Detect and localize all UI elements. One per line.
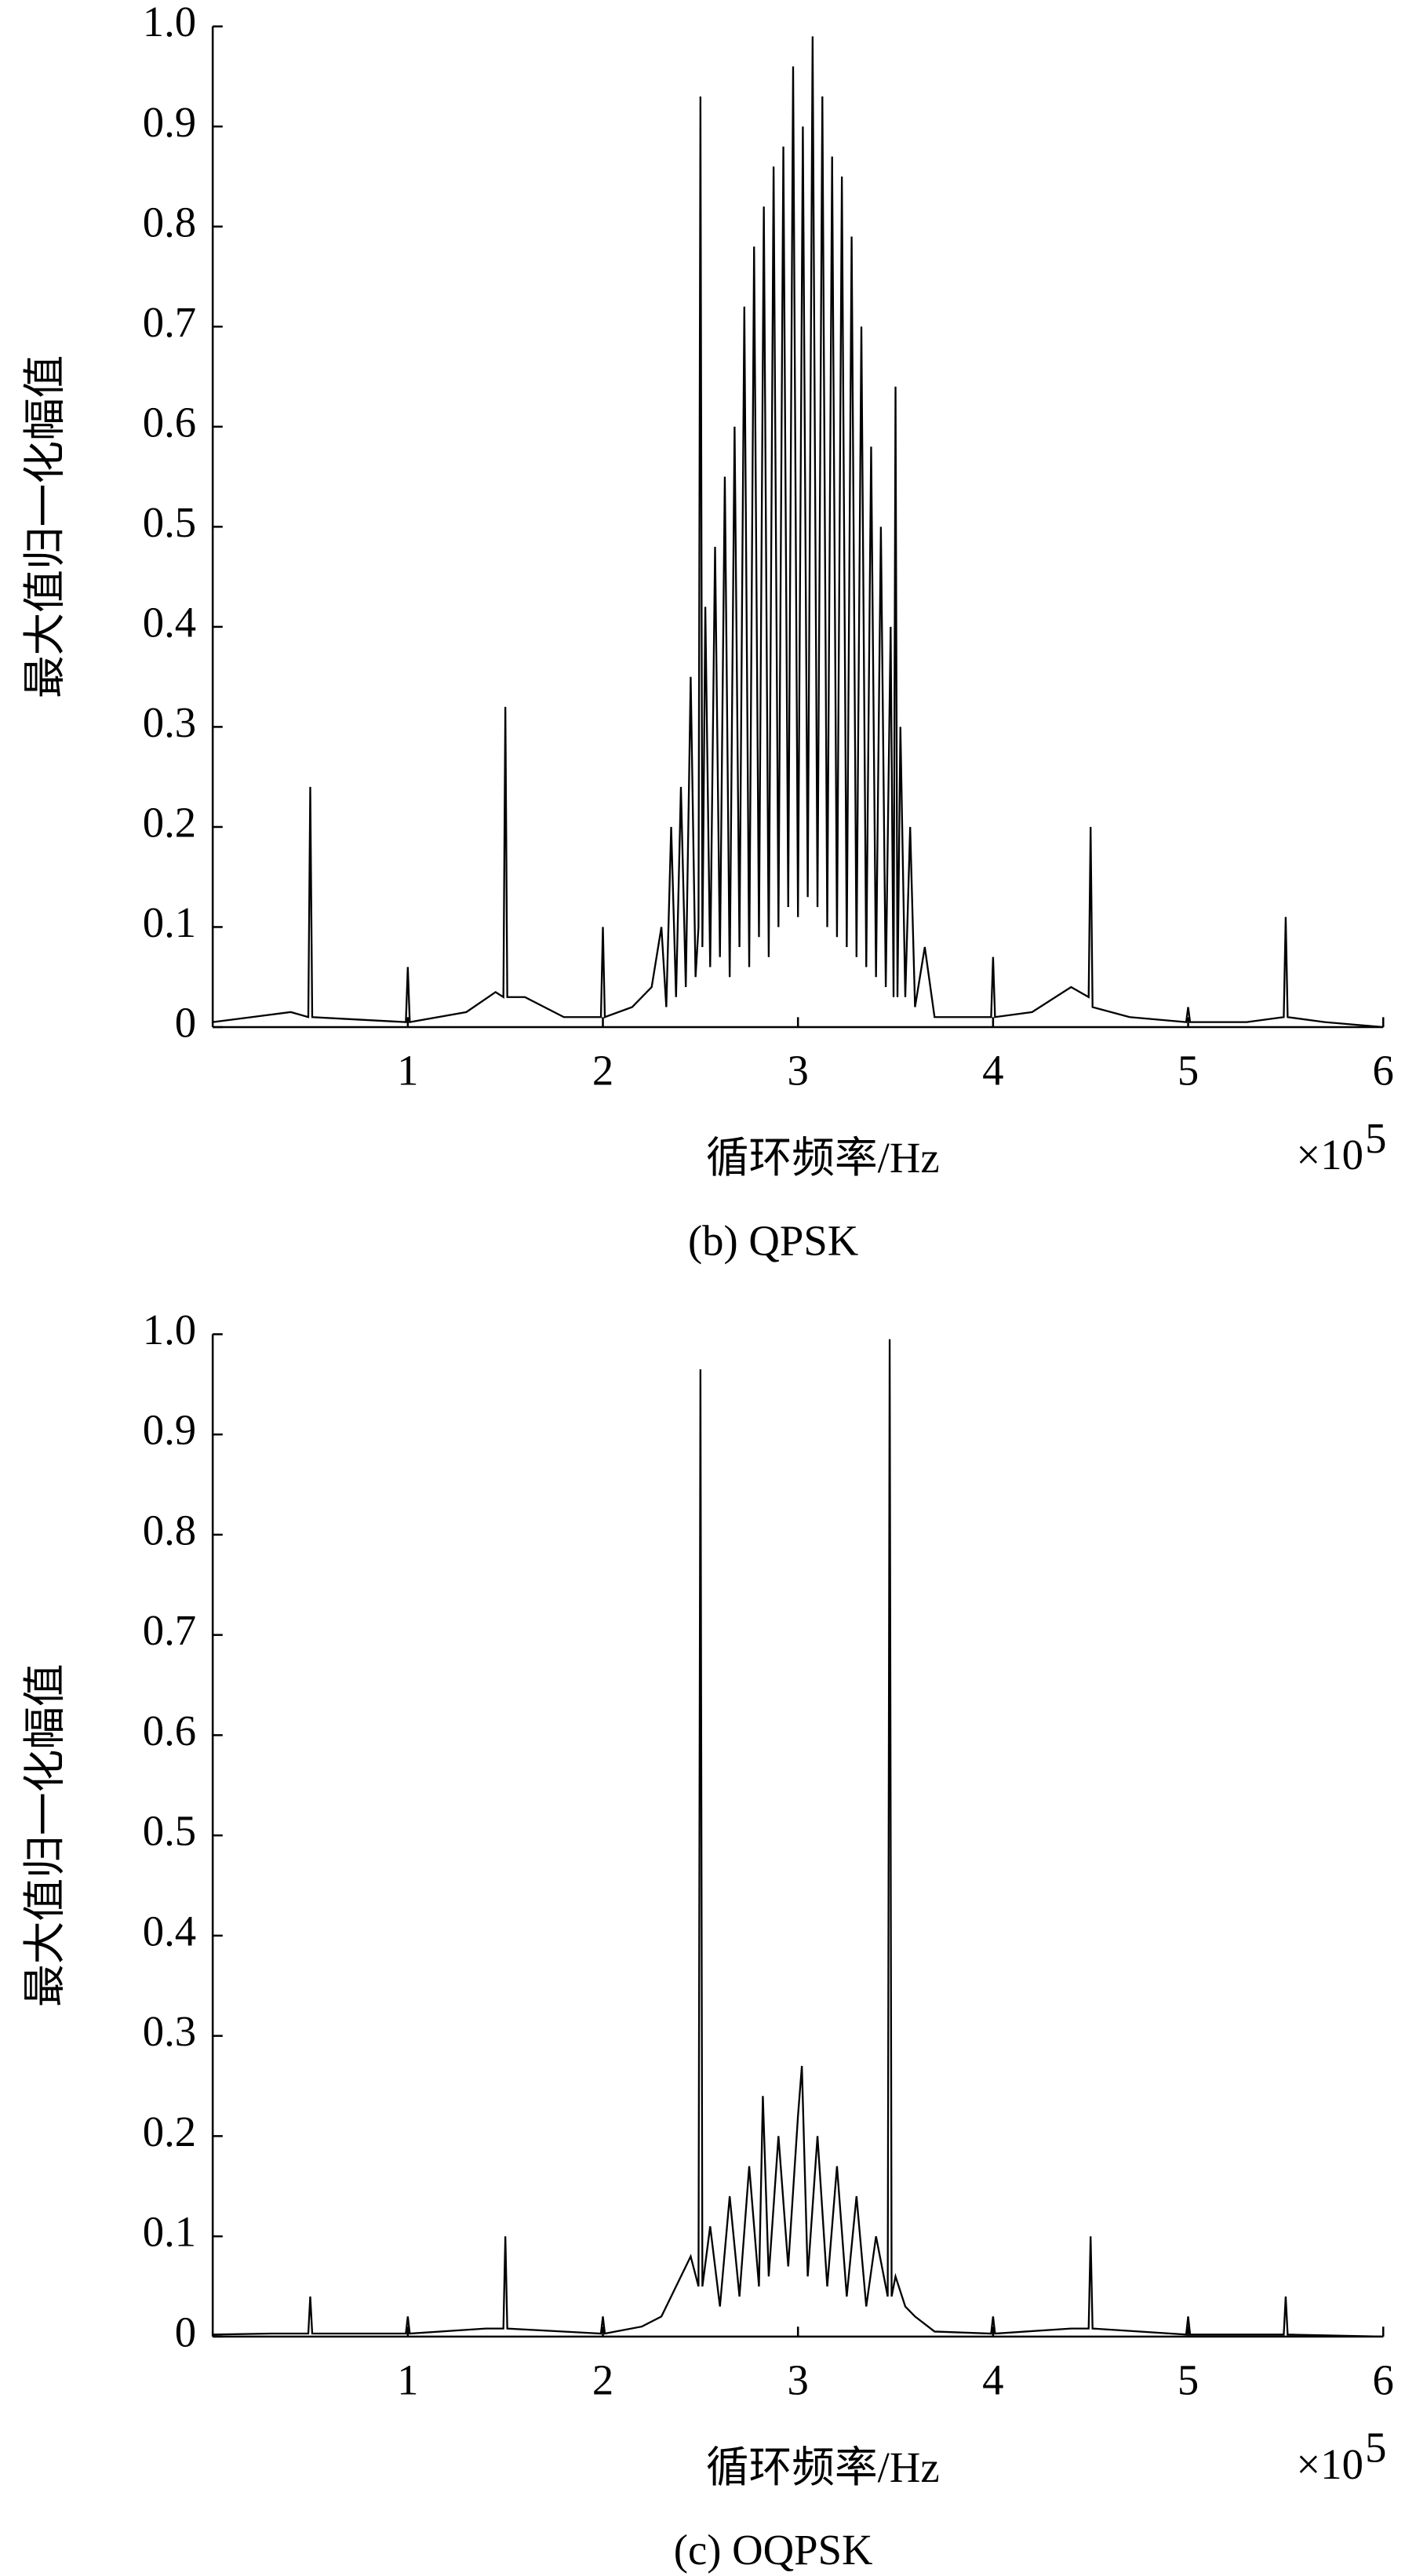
y-tick-label: 0.9 — [143, 1406, 196, 1454]
x-tick-label: 4 — [982, 1047, 1003, 1095]
y-tick-label: 0 — [175, 999, 196, 1047]
y-tick-label: 0.4 — [143, 1907, 196, 1955]
y-tick-label: 0.7 — [143, 298, 196, 346]
y-tick-label: 0.3 — [143, 2007, 196, 2055]
x-tick-label: 3 — [788, 1047, 809, 1095]
x-tick-label: 4 — [982, 2356, 1003, 2403]
y-tick-label: 0.8 — [143, 1506, 196, 1554]
chart-caption: (b) QPSK — [688, 1216, 858, 1264]
y-tick-label: 0.5 — [143, 1807, 196, 1855]
x-tick-label: 5 — [1178, 1047, 1199, 1095]
x-axis-label: 循环频率/Hz — [706, 1134, 940, 1182]
x-exponent: 5 — [1365, 2424, 1386, 2472]
y-tick-label: 0.7 — [143, 1606, 196, 1654]
y-tick-label: 1.0 — [143, 1306, 196, 1354]
x-tick-label: 2 — [592, 2356, 613, 2403]
y-tick-label: 0.6 — [143, 1707, 196, 1754]
signal-line — [213, 1339, 1384, 2338]
y-tick-label: 0.2 — [143, 2108, 196, 2155]
y-tick-label: 0.3 — [143, 698, 196, 746]
y-axis-label: 最大值归一化幅值 — [20, 355, 68, 699]
y-axis-label: 最大值归一化幅值 — [20, 1663, 68, 2007]
y-tick-label: 0.1 — [143, 2208, 196, 2256]
x-tick-label: 2 — [592, 1047, 613, 1095]
y-tick-label: 0.1 — [143, 898, 196, 946]
x-multiplier: ×10 — [1296, 2440, 1363, 2488]
x-exponent: 5 — [1365, 1114, 1386, 1162]
y-tick-label: 0.4 — [143, 598, 196, 646]
signal-line — [213, 36, 1384, 1029]
x-multiplier: ×10 — [1296, 1131, 1363, 1179]
chart-caption: (c) OQPSK — [674, 2526, 873, 2574]
y-tick-label: 0 — [175, 2308, 196, 2356]
y-tick-label: 0.6 — [143, 398, 196, 446]
x-tick-label: 6 — [1373, 1047, 1394, 1095]
x-tick-label: 5 — [1178, 2356, 1199, 2403]
y-tick-label: 0.9 — [143, 98, 196, 146]
y-tick-label: 0.8 — [143, 198, 196, 246]
x-tick-label: 3 — [788, 2356, 809, 2403]
y-tick-label: 0.5 — [143, 498, 196, 546]
x-tick-label: 1 — [397, 2356, 418, 2403]
y-tick-label: 0.2 — [143, 798, 196, 846]
x-tick-label: 6 — [1373, 2356, 1394, 2403]
x-tick-label: 1 — [397, 1047, 418, 1095]
x-axis-label: 循环频率/Hz — [706, 2443, 940, 2491]
y-tick-label: 1.0 — [143, 0, 196, 46]
